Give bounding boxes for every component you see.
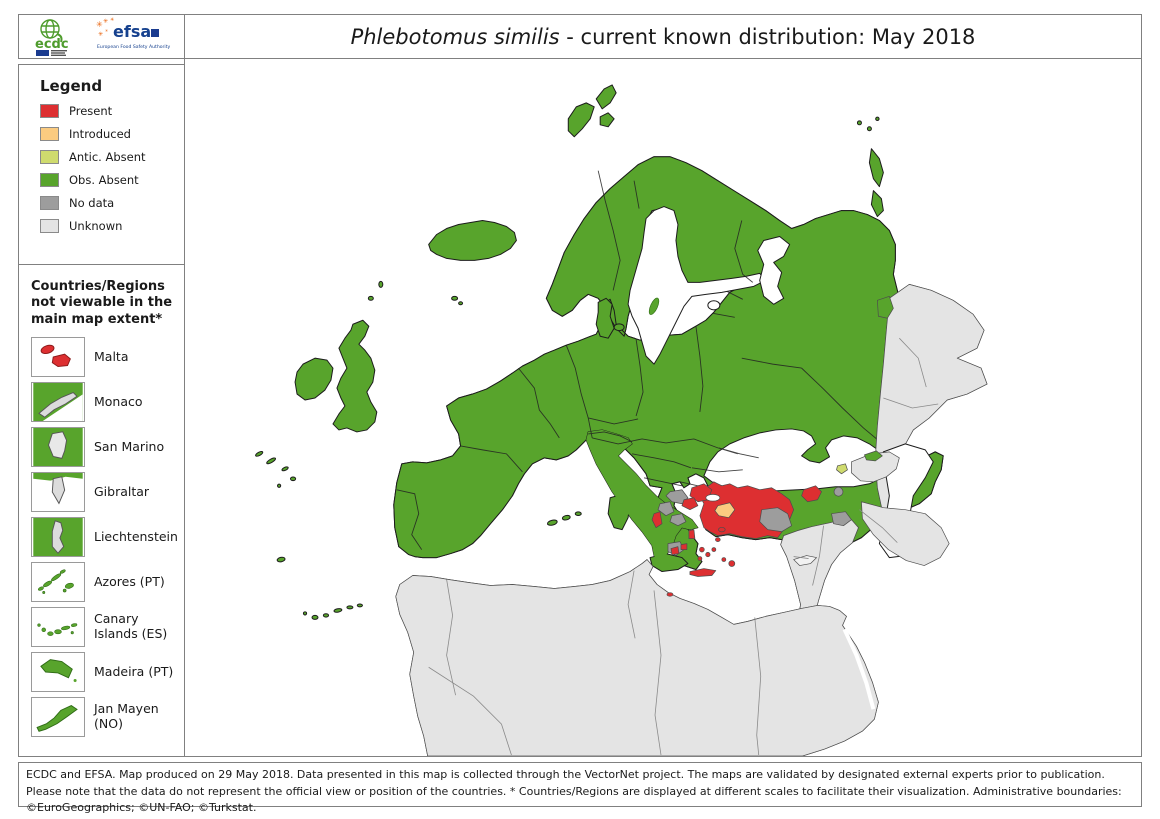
turkey-east-present xyxy=(801,485,822,503)
cyprus xyxy=(793,555,817,566)
list-item-san-marino: San Marino xyxy=(31,426,178,467)
present-swatch xyxy=(40,104,59,118)
svg-text:✳: ✳ xyxy=(110,17,114,23)
white-sea xyxy=(757,235,791,305)
efsa-logo-subtext: European Food Safety Authority xyxy=(97,44,171,50)
svg-text:✳: ✳ xyxy=(103,18,108,25)
great-britain xyxy=(332,319,378,433)
black-sea xyxy=(703,428,890,493)
efsa-logo-text: efsa xyxy=(113,22,151,41)
unknown-swatch xyxy=(40,219,59,233)
ural-green-patch xyxy=(877,295,894,319)
armenia-antic-absent xyxy=(836,463,848,475)
title-rest: - current known distribution: May 2018 xyxy=(559,24,976,49)
ireland xyxy=(294,357,334,401)
iran xyxy=(861,501,950,566)
gulf-of-riga xyxy=(707,300,721,311)
legend-item-obs-absent: Obs. Absent xyxy=(40,173,184,187)
legend-item-unknown: Unknown xyxy=(40,219,184,233)
malta-present xyxy=(666,592,674,597)
red-sea xyxy=(842,628,876,710)
greece-north-no-data xyxy=(657,489,689,527)
seas xyxy=(627,206,890,493)
small-atlantic-islands xyxy=(367,116,880,306)
greece-south-present-patches xyxy=(670,529,696,555)
turkey-introduced-region xyxy=(714,502,736,519)
list-item-canary-islands: Canary Islands (ES) xyxy=(31,606,178,647)
denmark-jutland xyxy=(595,297,615,339)
distribution-map xyxy=(184,58,1142,757)
novaya-zemlya xyxy=(868,148,884,218)
balearic-islands xyxy=(546,511,582,526)
madeira-thumbnail-icon xyxy=(31,651,85,692)
antic-absent-swatch xyxy=(40,150,59,164)
countries-panel-title: Countries/Regions not viewable in the ma… xyxy=(31,279,173,327)
gibraltar-thumbnail-icon xyxy=(31,471,85,512)
azores-thumbnail-icon xyxy=(31,561,85,602)
regions-unknown xyxy=(395,284,988,756)
turkey-no-data-1 xyxy=(759,507,792,532)
footer-text: ECDC and EFSA. Map produced on 29 May 20… xyxy=(26,768,1122,814)
unknown-area-borders xyxy=(428,337,939,756)
svg-text:✳: ✳ xyxy=(98,31,103,38)
denmark-islands xyxy=(613,323,625,332)
legend-panel: Legend Present Introduced Antic. Absent … xyxy=(18,64,185,265)
iceland xyxy=(428,220,517,261)
countries-panel: Countries/Regions not viewable in the ma… xyxy=(18,264,185,757)
list-item-gibraltar: Gibraltar xyxy=(31,471,178,512)
ecdc-logo-text: ecdc xyxy=(35,37,69,52)
list-item-monaco: Monaco xyxy=(31,381,178,422)
list-item-madeira: Madeira (PT) xyxy=(31,651,178,692)
svalbard xyxy=(567,84,617,138)
legend-item-introduced: Introduced xyxy=(40,127,184,141)
list-item-liechtenstein: Liechtenstein xyxy=(31,516,178,557)
svg-text:✳: ✳ xyxy=(96,20,103,29)
aegean-islands-present xyxy=(697,527,736,567)
obs-absent-swatch xyxy=(40,173,59,187)
europe-map-svg xyxy=(255,84,988,756)
jan-mayen-thumbnail-icon xyxy=(31,696,85,737)
legend-item-antic-absent: Antic. Absent xyxy=(40,150,184,164)
page-title: Phlebotomus similis - current known dist… xyxy=(351,25,976,49)
canary-islands-thumbnail-icon xyxy=(31,606,85,647)
greece-ne-present xyxy=(681,497,699,511)
efsa-logo-icon: ✳ ✳ ✳✳ ✳ efsa European Food Safety Author… xyxy=(96,17,171,50)
gotland xyxy=(648,297,660,315)
logo-panel: ecdc ✳ ✳ ✳ ✳ ✳ efsa European Food Safety A… xyxy=(18,14,185,59)
ecdc-logo-icon: ecdc xyxy=(35,18,69,56)
legend-item-present: Present xyxy=(40,104,184,118)
liechtenstein-thumbnail-icon xyxy=(31,516,85,557)
legend-item-no-data: No data xyxy=(40,196,184,210)
svg-text:✳: ✳ xyxy=(105,28,109,33)
status-overlays xyxy=(651,463,852,597)
sea-of-marmara xyxy=(705,494,721,502)
title-species: Phlebotomus similis xyxy=(350,24,560,49)
country-borders xyxy=(396,170,882,550)
malta-thumbnail-icon xyxy=(31,336,85,377)
azerbaijan xyxy=(851,451,900,483)
crete-present xyxy=(689,568,717,577)
turkey-no-data-3 xyxy=(833,486,844,497)
list-item-azores: Azores (PT) xyxy=(31,561,178,602)
baltic-sea xyxy=(627,206,767,365)
turkey-no-data-2 xyxy=(831,511,852,527)
list-item-jan-mayen: Jan Mayen (NO) xyxy=(31,696,178,737)
legend-title: Legend xyxy=(40,77,103,95)
title-panel: Phlebotomus similis - current known dist… xyxy=(184,14,1142,59)
monaco-thumbnail-icon xyxy=(31,381,85,422)
greece-epirus-present xyxy=(651,511,663,529)
azerbaijan-green-patch xyxy=(864,450,883,462)
san-marino-thumbnail-icon xyxy=(31,426,85,467)
list-item-malta: Malta xyxy=(31,336,178,377)
azores-madeira-canary xyxy=(255,451,363,620)
introduced-swatch xyxy=(40,127,59,141)
footer-note: ECDC and EFSA. Map produced on 29 May 20… xyxy=(18,762,1142,814)
no-data-swatch xyxy=(40,196,59,210)
